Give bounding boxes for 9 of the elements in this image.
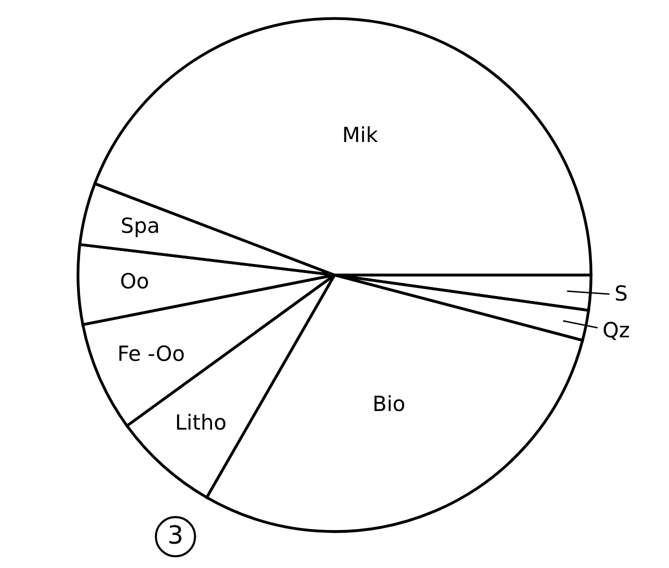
slice-label: Spa [122,217,158,238]
slice-label: Oo [121,272,148,289]
text: 3 [169,525,182,544]
slice-label: Fe -Oo [119,345,184,362]
slice-label: Qz [604,322,629,340]
slice-label: Litho [177,414,226,430]
slice-label: S [616,285,627,301]
slice-label: Bio [374,395,404,412]
slice-label: Mik [344,126,378,142]
